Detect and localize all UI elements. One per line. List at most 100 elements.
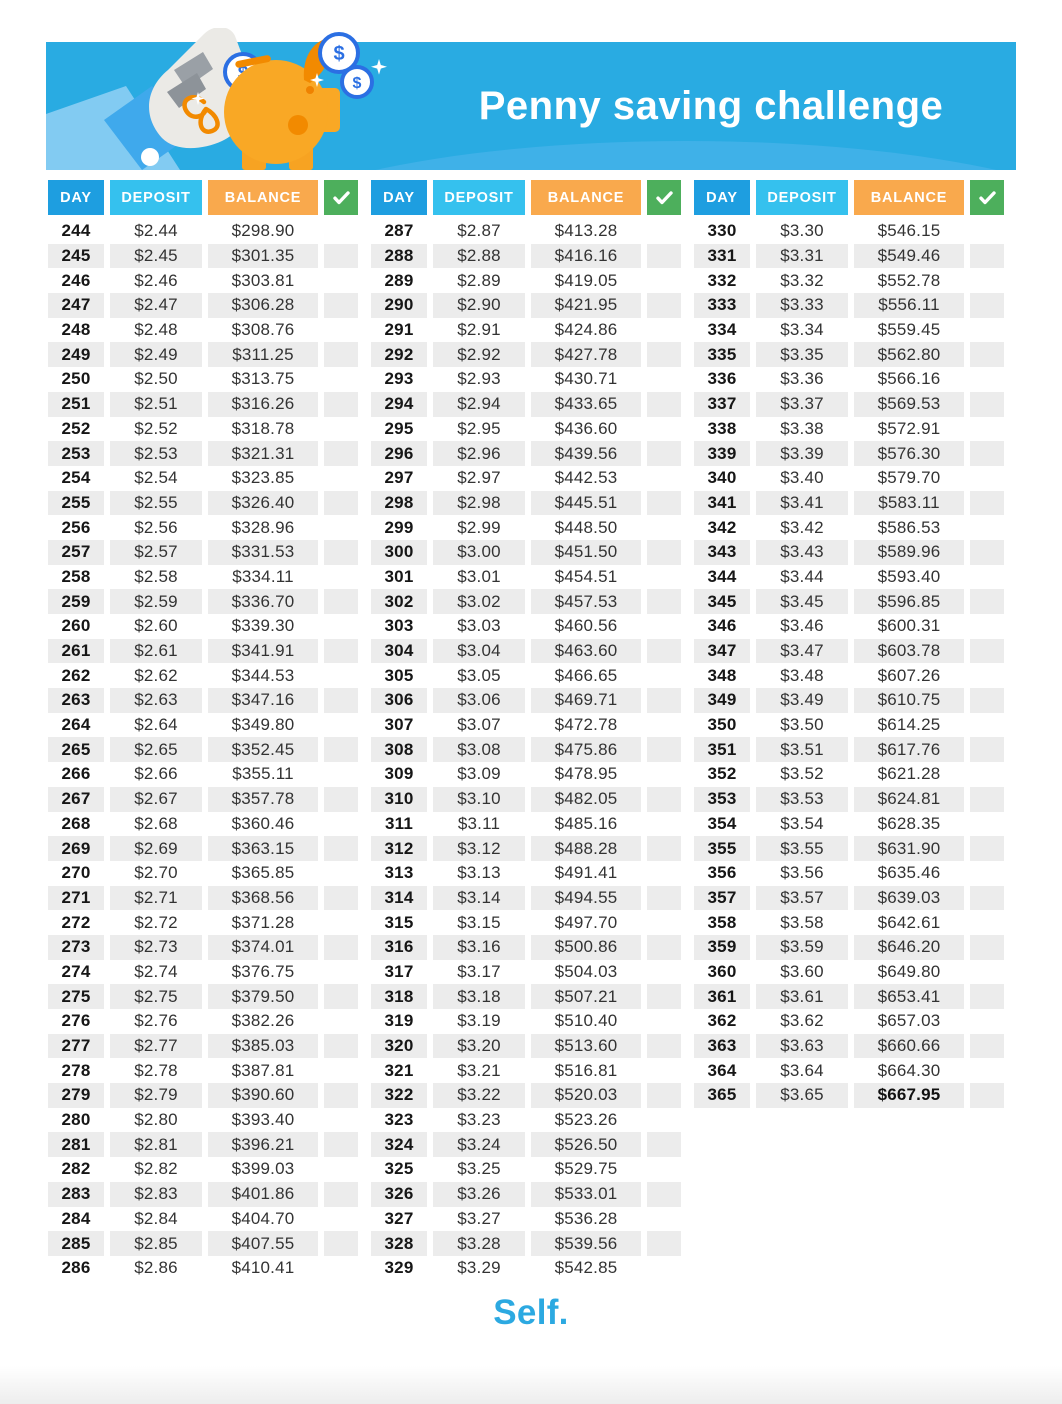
day-cell: 329 — [384, 1258, 414, 1278]
table-body: 244 $2.44 $298.90 245 $2.45 $301.35 246 $2.46 $3… — [48, 219, 358, 1281]
deposit-cell: $2.55 — [110, 490, 202, 516]
table-row: 323 $3.23 $523.26 — [371, 1108, 681, 1133]
day-cell: 301 — [384, 566, 414, 586]
balance-cell: $646.20 — [854, 934, 964, 960]
deposit-cell: $2.87 — [457, 221, 501, 241]
check-cell — [970, 243, 1004, 269]
check-cell — [970, 515, 1004, 540]
check-cell — [324, 1058, 358, 1083]
check-cell — [970, 539, 1004, 565]
check-cell — [647, 342, 681, 368]
balance-cell: $390.60 — [208, 1083, 318, 1108]
deposit-cell: $3.54 — [780, 813, 824, 833]
day-cell: 343 — [694, 539, 750, 565]
day-cell: 278 — [61, 1060, 91, 1080]
check-cell — [970, 638, 1004, 664]
day-cell: 319 — [384, 1011, 414, 1031]
deposit-cell: $3.20 — [433, 1033, 525, 1059]
balance-cell: $410.41 — [231, 1258, 295, 1278]
day-cell: 362 — [707, 1011, 737, 1031]
deposit-cell: $2.99 — [457, 517, 501, 537]
deposit-cell: $2.76 — [134, 1011, 178, 1031]
table-row: 267 $2.67 $357.78 — [48, 786, 358, 812]
balance-cell: $303.81 — [231, 270, 295, 290]
day-cell: 299 — [384, 517, 414, 537]
day-cell: 257 — [48, 539, 104, 565]
balance-cell: $642.61 — [877, 912, 941, 932]
balance-cell: $334.11 — [232, 566, 294, 586]
balance-cell: $500.86 — [531, 934, 641, 960]
day-cell: 303 — [384, 616, 414, 636]
check-cell — [647, 713, 681, 738]
table-row: 341 $3.41 $583.11 — [694, 490, 1004, 516]
balance-cell: $393.40 — [231, 1110, 295, 1130]
day-cell: 313 — [384, 863, 414, 883]
balance-cell: $368.56 — [208, 885, 318, 911]
balance-cell: $589.96 — [854, 539, 964, 565]
deposit-cell: $2.74 — [134, 961, 178, 981]
table-row: 345 $3.45 $596.85 — [694, 589, 1004, 614]
check-cell — [647, 1231, 681, 1256]
banner-hill-shape — [375, 141, 997, 170]
day-cell: 287 — [384, 221, 414, 241]
check-cell — [324, 638, 358, 664]
balance-cell: $494.55 — [531, 885, 641, 911]
table-row: 331 $3.31 $549.46 — [694, 243, 1004, 269]
balance-cell: $576.30 — [854, 441, 964, 466]
deposit-cell: $2.82 — [134, 1159, 178, 1179]
day-cell: 245 — [48, 243, 104, 269]
check-cell — [647, 318, 681, 343]
deposit-cell: $2.50 — [134, 369, 178, 389]
day-cell: 267 — [48, 786, 104, 812]
check-cell — [324, 342, 358, 368]
balance-cell: $385.03 — [208, 1033, 318, 1059]
day-cell: 338 — [707, 418, 737, 438]
balance-cell: $326.40 — [208, 490, 318, 516]
day-cell: 342 — [707, 517, 737, 537]
day-cell: 353 — [694, 786, 750, 812]
day-cell: 274 — [61, 961, 91, 981]
deposit-cell: $3.41 — [756, 490, 848, 516]
balance-cell: $624.81 — [854, 786, 964, 812]
deposit-cell: $3.49 — [756, 688, 848, 713]
check-cell — [324, 910, 358, 935]
check-cell — [647, 836, 681, 861]
table-row: 291 $2.91 $424.86 — [371, 318, 681, 343]
deposit-cell: $3.29 — [457, 1258, 501, 1278]
table-row: 353 $3.53 $624.81 — [694, 786, 1004, 812]
check-cell — [647, 934, 681, 960]
table-row: 281 $2.81 $396.21 — [48, 1132, 358, 1158]
table-row: 285 $2.85 $407.55 — [48, 1231, 358, 1256]
check-cell — [970, 861, 1004, 886]
balance-cell: $427.78 — [531, 342, 641, 368]
table-row: 271 $2.71 $368.56 — [48, 885, 358, 911]
balance-cell: $529.75 — [554, 1159, 618, 1179]
deposit-cell: $2.97 — [457, 468, 501, 488]
day-cell: 292 — [371, 342, 427, 368]
balance-cell: $382.26 — [231, 1011, 295, 1031]
day-cell: 334 — [707, 320, 737, 340]
check-cell — [324, 1009, 358, 1034]
table-row: 334 $3.34 $559.45 — [694, 318, 1004, 343]
table-row: 337 $3.37 $569.53 — [694, 391, 1004, 417]
deposit-cell: $2.84 — [134, 1208, 178, 1228]
table-row: 275 $2.75 $379.50 — [48, 984, 358, 1009]
check-cell — [324, 293, 358, 318]
checkmark-icon — [655, 190, 673, 204]
deposit-cell: $3.13 — [457, 863, 501, 883]
balance-cell: $371.28 — [231, 912, 295, 932]
day-cell: 312 — [371, 836, 427, 861]
check-cell — [970, 786, 1004, 812]
deposit-cell: $3.45 — [756, 589, 848, 614]
table-row: 338 $3.38 $572.91 — [694, 417, 1004, 442]
check-cell — [647, 638, 681, 664]
day-cell: 346 — [707, 616, 737, 636]
day-cell: 248 — [61, 320, 91, 340]
table-row: 255 $2.55 $326.40 — [48, 490, 358, 516]
table-row: 312 $3.12 $488.28 — [371, 836, 681, 861]
day-cell: 282 — [61, 1159, 91, 1179]
day-cell: 325 — [384, 1159, 414, 1179]
table-row: 302 $3.02 $457.53 — [371, 589, 681, 614]
table-row: 263 $2.63 $347.16 — [48, 688, 358, 713]
table-row: 305 $3.05 $466.65 — [371, 663, 681, 688]
